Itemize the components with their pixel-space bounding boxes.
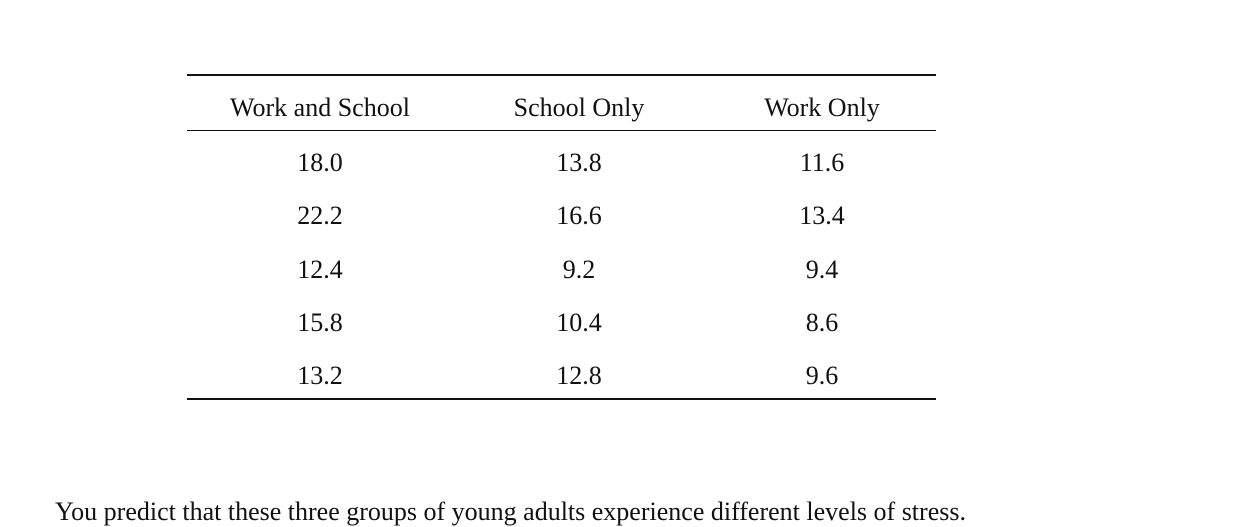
table-cell: 22.2 (297, 201, 343, 231)
table-bottom-rule (187, 398, 936, 400)
table-cell: 12.8 (556, 361, 602, 391)
table-cell: 12.4 (297, 254, 343, 284)
table-cell: 13.8 (556, 148, 602, 177)
table-cell: 9.4 (805, 254, 839, 284)
paragraph: You predict that these three groups of y… (55, 497, 966, 526)
table-cell: 18.0 (297, 148, 343, 177)
table-cell: 8.6 (805, 307, 839, 337)
table-cell: 9.6 (805, 361, 839, 391)
table-cell: 13.2 (297, 361, 343, 391)
table-cell: 11.6 (799, 148, 845, 177)
header-cell: School Only (513, 93, 645, 122)
table-top-rule (187, 74, 936, 76)
header-cell: Work and School (230, 93, 410, 122)
header-cell: Work Only (764, 93, 880, 122)
table-cell: 16.6 (556, 201, 602, 231)
header-rule (187, 130, 936, 131)
table-cell: 9.2 (562, 254, 596, 284)
table-cell: 10.4 (556, 307, 602, 337)
table-cell: 13.4 (799, 201, 845, 231)
table-cell: 15.8 (297, 307, 343, 337)
